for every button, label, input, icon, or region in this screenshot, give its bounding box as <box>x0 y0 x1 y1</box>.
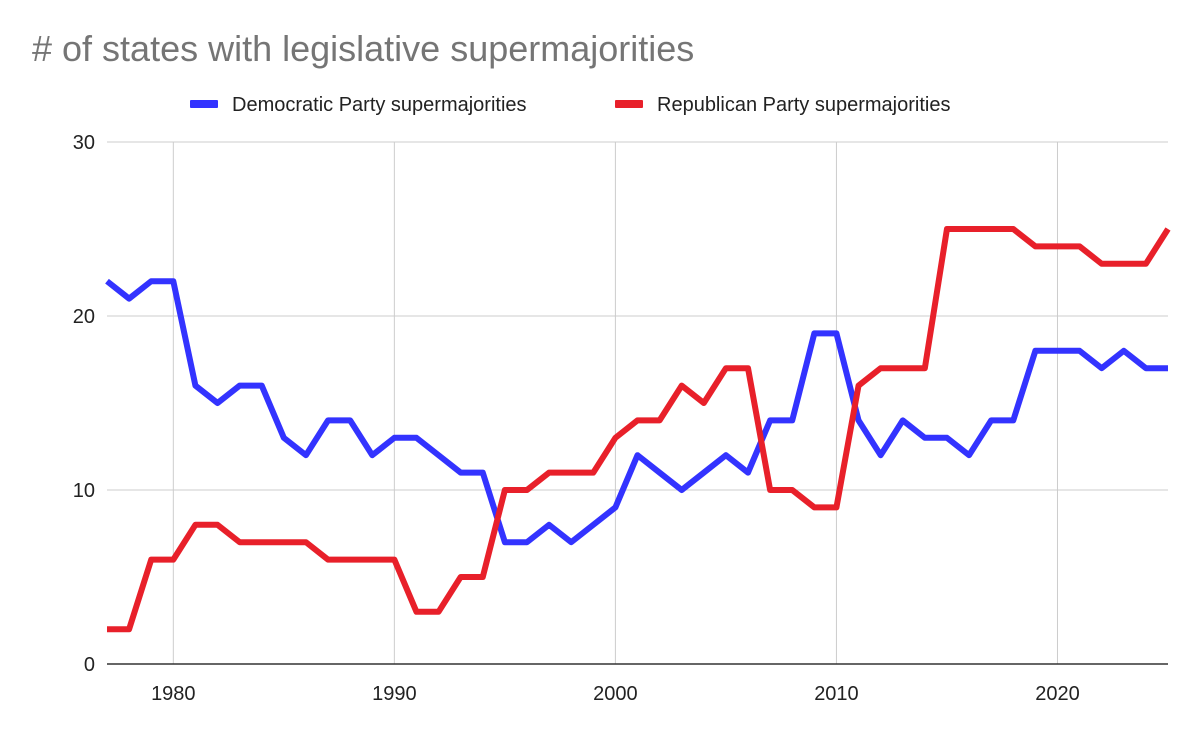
y-tick-label: 0 <box>84 654 95 676</box>
gridlines <box>107 141 1168 664</box>
legend-swatch-democratic <box>190 100 218 108</box>
legend-label-democratic: Democratic Party supermajorities <box>232 94 527 116</box>
series-line-republican <box>107 226 1171 633</box>
axes: 0 10 20 30 1980 1990 2000 2010 2020 <box>73 132 1168 705</box>
x-tick-label: 2020 <box>1035 683 1080 705</box>
legend-swatch-republican <box>615 100 643 108</box>
legend-label-republican: Republican Party supermajorities <box>657 94 950 116</box>
series-line-democratic <box>105 278 1168 546</box>
y-tick-label: 30 <box>73 132 95 154</box>
x-tick-label: 1980 <box>151 683 196 705</box>
x-tick-label: 2010 <box>814 683 859 705</box>
x-tick-label: 2000 <box>593 683 638 705</box>
x-tick-label: 1990 <box>372 683 417 705</box>
legend: Democratic Party supermajorities Republi… <box>190 94 950 116</box>
y-tick-label: 20 <box>73 306 95 328</box>
chart-title: # of states with legislative supermajori… <box>32 28 694 69</box>
series-lines <box>105 226 1171 633</box>
y-tick-label: 10 <box>73 480 95 502</box>
